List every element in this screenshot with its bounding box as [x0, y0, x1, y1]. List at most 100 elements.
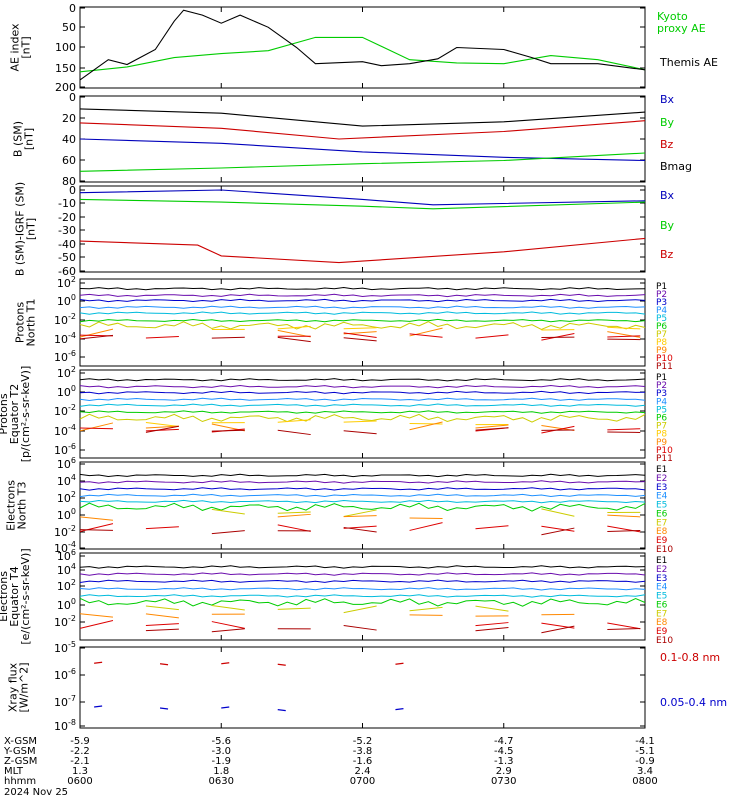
legend-label: P6 — [656, 322, 667, 332]
legend-label: P7 — [656, 330, 667, 340]
legend-label: P10 — [656, 354, 673, 364]
ephemeris-value: -1.6 — [353, 756, 373, 767]
flux-line-p3 — [79, 298, 646, 303]
flux-line-p1 — [79, 286, 646, 291]
series-line-bmag — [79, 108, 646, 127]
flux-line-p5 — [79, 403, 646, 407]
flux-segment-e7 — [211, 605, 245, 611]
flux-line-e4 — [79, 493, 646, 498]
ephemeris-value: -1.3 — [494, 756, 514, 767]
y-tick-label: 10-6 — [54, 667, 76, 682]
flux-segment-e9 — [145, 623, 179, 626]
flux-segment-e7 — [541, 508, 575, 517]
y-tick-label: -40 — [58, 238, 76, 251]
panel-frame-4 — [79, 278, 646, 367]
flux-segment-p8 — [277, 419, 311, 423]
flux-segment-p9 — [79, 328, 114, 338]
flux-segment-e8 — [79, 613, 114, 618]
flux-line-p5 — [79, 311, 646, 315]
flux-segment-e8 — [607, 514, 641, 518]
legend-label: E8 — [656, 527, 668, 537]
ephemeris-value: -5.2 — [353, 736, 373, 747]
flux-line-e1 — [79, 473, 646, 478]
flux-line-p4 — [79, 305, 646, 309]
series-line-by — [79, 152, 646, 172]
y-tick-label: 10-8 — [54, 718, 76, 733]
legend-label: E10 — [656, 545, 673, 555]
flux-segment-e7 — [211, 508, 245, 515]
xray-segment — [94, 661, 103, 664]
y-tick-label: 100 — [57, 597, 76, 612]
flux-segment-e10 — [343, 624, 377, 631]
legend-label: E4 — [656, 492, 668, 502]
flux-segment-e9 — [475, 525, 509, 530]
flux-line-e2 — [79, 480, 646, 484]
flux-segment-e10 — [475, 627, 509, 632]
y-tick-label: 50 — [62, 21, 76, 34]
legend-label: Bmag — [660, 160, 692, 173]
flux-segment-p11 — [211, 336, 245, 339]
y-tick-label: 100 — [57, 293, 76, 308]
flux-segment-p8 — [277, 325, 311, 330]
legend-label: P8 — [656, 338, 667, 348]
flux-segment-p11 — [277, 336, 311, 343]
y-tick-label: 10-6 — [54, 349, 76, 364]
y-tick-label: -30 — [58, 224, 76, 237]
y-tick-label: 40 — [62, 133, 76, 146]
legend-label: P11 — [656, 454, 673, 464]
ephemeris-value: -4.7 — [494, 736, 514, 747]
flux-segment-p9 — [475, 424, 509, 429]
legend-label: E2 — [656, 565, 667, 575]
ephemeris-value: 0600 — [67, 776, 92, 787]
flux-segment-p9 — [145, 425, 179, 429]
series-line-bx — [79, 189, 646, 206]
y-tick-label: 80 — [62, 175, 76, 188]
xray-segment — [94, 705, 103, 708]
legend-label: E10 — [656, 636, 673, 646]
legend-label: P4 — [656, 397, 667, 407]
y-tick-label: 150 — [55, 62, 76, 75]
series-line-kyoto-proxy-ae — [79, 36, 646, 73]
legend-label: Bz — [660, 138, 674, 151]
legend-label: E9 — [656, 627, 668, 637]
legend-label: E7 — [656, 518, 667, 528]
y-axis-label: B (SM)-IGRF (SM)[nT] — [14, 182, 38, 276]
xray-segment — [395, 708, 404, 711]
y-axis-label: ElectronsNorth T3 — [5, 480, 29, 531]
ephemeris-value: -2.2 — [70, 746, 90, 757]
ephemeris-value: 2.9 — [496, 766, 512, 777]
ephemeris-row-label: MLT — [4, 766, 24, 777]
flux-segment-p11 — [211, 429, 245, 432]
flux-line-e1 — [79, 565, 646, 569]
legend-label: E5 — [656, 501, 667, 511]
ephemeris-row-label: hhmm — [4, 776, 36, 787]
y-tick-label: -10 — [58, 197, 76, 210]
flux-segment-p11 — [343, 337, 377, 342]
legend-label: P3 — [656, 389, 667, 399]
flux-segment-e8 — [277, 513, 311, 518]
flux-segment-p10 — [79, 427, 113, 430]
y-tick-label: 20 — [62, 112, 76, 125]
y-tick-label: 10-7 — [54, 694, 76, 709]
flux-segment-e9 — [277, 524, 311, 532]
y-tick-label: 102 — [57, 490, 76, 505]
flux-line-e4 — [79, 587, 646, 591]
y-tick-label: 106 — [57, 456, 76, 471]
flux-segment-p9 — [79, 422, 114, 432]
flux-segment-e9 — [541, 525, 575, 532]
flux-segment-p11 — [343, 430, 377, 435]
flux-segment-p10 — [343, 332, 377, 338]
ephemeris-value: -4.5 — [494, 746, 514, 757]
y-tick-label: 60 — [62, 154, 76, 167]
legend-label: P3 — [656, 298, 667, 308]
legend-label: P7 — [656, 422, 667, 432]
y-tick-label: 0 — [69, 2, 76, 15]
y-tick-label: 0 — [69, 184, 76, 197]
y-tick-label: 102 — [57, 365, 76, 380]
flux-segment-p10 — [607, 428, 641, 431]
ephemeris-row-label: Z-GSM — [4, 756, 37, 767]
series-line-bz — [79, 120, 646, 140]
flux-line-e5 — [79, 499, 646, 504]
legend-label: 0.05-0.4 nm — [660, 696, 727, 709]
flux-segment-p8 — [343, 420, 377, 423]
